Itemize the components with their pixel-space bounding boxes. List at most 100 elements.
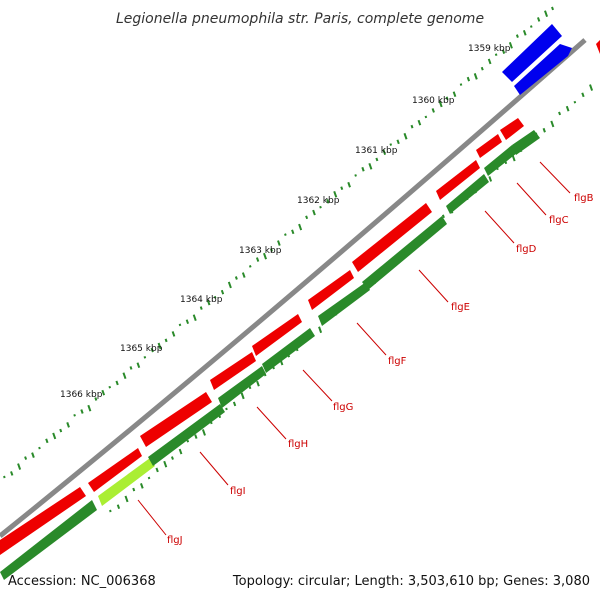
tick-label: 1359 kbp [468,44,511,54]
backbone-ring [0,38,587,538]
ring-dash [333,190,338,198]
gene-label[interactable]: flgG [333,402,353,413]
ring-dash [129,366,133,370]
feature-block[interactable] [514,44,572,95]
ring-dash [213,295,217,299]
ring-dash [192,314,197,322]
ring-dash [199,306,203,310]
ring-dash [31,452,35,458]
ring-dash [494,53,498,56]
ring-dash [17,463,22,470]
ring-dash [232,401,237,407]
ring-dash [426,230,430,235]
feature-block[interactable] [596,40,600,54]
ring-dash [511,154,516,162]
ring-dash [558,111,562,116]
ring-dash [480,66,484,71]
gene-label[interactable]: flgF [388,356,407,367]
ring-dash [551,6,554,11]
gene-arrow-highlight[interactable] [98,458,155,506]
ring-dash [496,167,499,171]
ring-dash [472,186,477,194]
gene-arrow[interactable] [512,130,540,155]
ring-dash [529,25,533,28]
ring-dash [194,434,198,439]
ring-dash [206,299,211,306]
gene-arrow[interactable] [210,352,256,390]
ring-dash [434,223,439,231]
gene-arrow[interactable] [484,145,517,176]
ring-dash [66,422,70,428]
gene-arrow[interactable] [262,328,315,373]
ring-dash [527,139,531,146]
gene-arrow[interactable] [308,270,354,310]
gene-label[interactable]: flgB [574,193,594,204]
ring-dash [270,248,273,252]
ring-dash [368,162,373,170]
ring-dash [403,132,408,140]
ring-dash [185,319,190,324]
ring-dash [319,205,322,209]
ring-dash [537,17,541,22]
ring-dash [157,342,162,350]
ring-dash [279,358,284,366]
ring-dash [38,446,41,450]
ring-dash [473,73,478,80]
tick-label: 1361 kbp [355,146,398,156]
ring-dash [291,229,295,235]
ring-dash [438,100,443,108]
ring-dash [209,420,213,425]
gene-arrow[interactable] [436,160,480,200]
ring-dash [503,159,508,165]
ring-dash [410,124,414,129]
gene-arrow[interactable] [148,404,225,466]
gene-arrow[interactable] [352,203,432,272]
gene-label[interactable]: flgE [451,302,470,313]
ring-dash [59,428,63,433]
ring-dash [255,257,260,262]
ring-dash [488,176,493,182]
gene-arrow[interactable] [0,487,86,555]
ring-dash [108,385,112,389]
ring-dash [452,91,457,98]
tick-label: 1362 kbp [297,196,340,206]
ring-dash [87,404,92,412]
gene-arrow[interactable] [476,134,502,158]
ring-dash [431,108,435,113]
ring-dash [256,380,260,387]
gene-arrow[interactable] [252,314,302,356]
ring-dash [170,456,174,460]
gene-label[interactable]: flgH [288,439,308,450]
ring-dash [395,256,400,264]
ring-dash [298,223,303,231]
gene-arrow[interactable] [88,448,142,492]
ring-dash [163,460,168,468]
gene-arrow[interactable] [218,366,266,408]
ring-dash [122,372,127,380]
ring-dash [325,317,329,322]
gene-arrow[interactable] [446,174,489,214]
ring-dash [380,270,383,274]
ring-dash [52,432,57,440]
accession-label: Accession: NC_006368 [8,574,156,589]
ring-dash [382,149,387,155]
gene-arrow[interactable] [140,392,212,447]
ring-dash [418,234,422,238]
ring-dash [217,412,222,419]
ring-dash [227,281,232,289]
ring-dash [302,337,306,340]
ring-dash [375,157,379,162]
gene-arrow[interactable] [0,500,97,580]
gene-label[interactable]: flgD [516,244,537,255]
feature-block[interactable] [502,24,562,82]
gene-arrow[interactable] [500,118,524,140]
gene-label[interactable]: flgC [549,215,569,226]
ring-dash [410,242,415,249]
ring-dash [356,289,361,297]
gene-arrow[interactable] [318,282,370,326]
gene-label[interactable]: flgJ [167,535,183,546]
gene-label[interactable]: flgI [230,486,246,497]
gene-leader-lines [137,161,571,536]
tick-label: 1363 kbp [239,246,282,256]
